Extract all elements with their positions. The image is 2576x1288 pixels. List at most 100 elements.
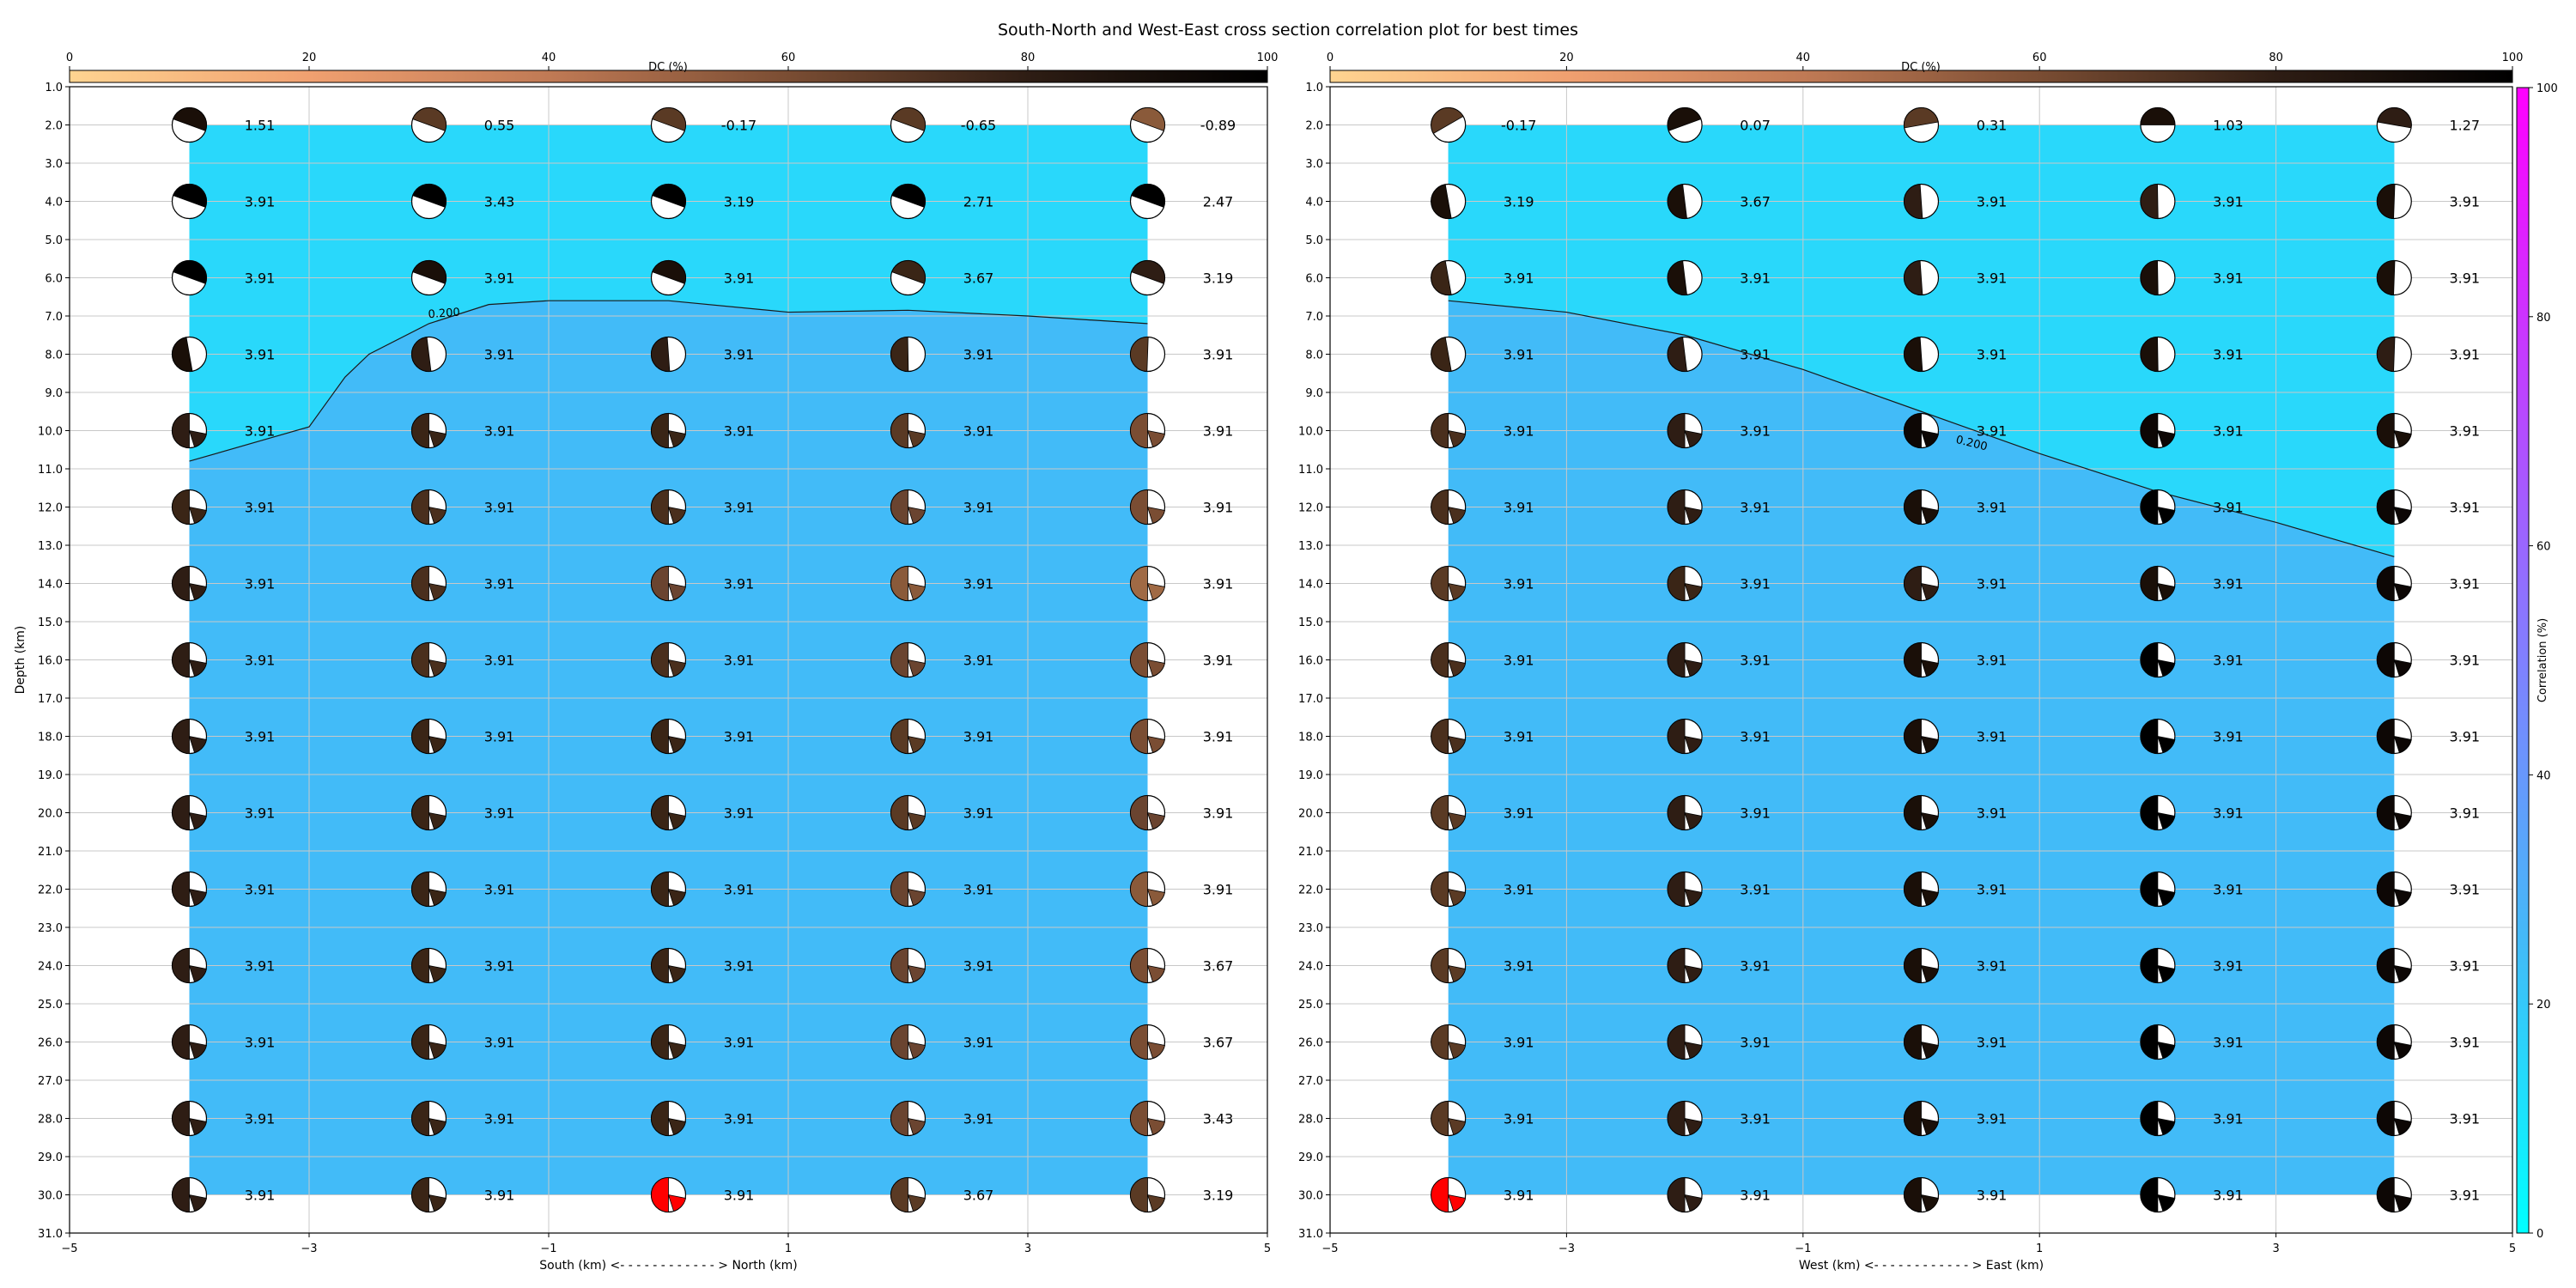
- dc-colorbar-left-bar: [69, 70, 1268, 83]
- beachball-compression: [2140, 489, 2176, 525]
- beachball-compression: [891, 107, 926, 131]
- y-tick-label-0-21: 22.0: [38, 884, 63, 897]
- x-tick-label-0-2: −1: [540, 1242, 556, 1255]
- beachball-compression: [1667, 642, 1703, 677]
- beachball-compression: [652, 260, 686, 284]
- beachball-compression: [651, 413, 686, 448]
- y-tick-label-0-11: 12.0: [38, 502, 63, 515]
- beachball-1-0-0: [1431, 106, 1467, 143]
- dc-tick-label-right-0: 0: [1327, 52, 1334, 64]
- x-tick-label-1-2: −1: [1795, 1242, 1811, 1255]
- beachball-compression: [172, 413, 207, 448]
- beachball-0-8-4: [1129, 718, 1166, 755]
- beachball-0-1-1: [410, 183, 447, 220]
- dc-colorbar-left-label: DC (%): [648, 61, 688, 74]
- value-label-1-13-1: 3.91: [1740, 1111, 1771, 1127]
- value-label-1-14-1: 3.91: [1740, 1188, 1771, 1204]
- beachball-compression: [2140, 948, 2176, 983]
- beachball-compression: [651, 337, 671, 372]
- beachball-1-7-3: [2140, 641, 2176, 678]
- beachball-compression: [1431, 1177, 1467, 1212]
- y-tick-label-1-12: 13.0: [1298, 540, 1323, 553]
- beachball-1-4-2: [1903, 412, 1940, 449]
- beachball-compression: [1130, 1024, 1165, 1060]
- beachball-0-0-2: [650, 106, 687, 143]
- value-label-1-0-3: 1.03: [2213, 118, 2244, 134]
- y-tick-label-0-7: 8.0: [45, 349, 63, 362]
- beachball-0-2-2: [650, 259, 687, 296]
- beachball-compression: [651, 795, 686, 830]
- value-label-1-5-4: 3.91: [2449, 500, 2480, 516]
- beachball-0-13-2: [650, 1100, 687, 1137]
- value-label-1-11-3: 3.91: [2213, 958, 2244, 975]
- dc-tick-label-left-0: 0: [66, 52, 73, 64]
- y-tick-label-1-16: 17.0: [1298, 693, 1323, 706]
- beachball-0-10-1: [410, 871, 447, 908]
- beachball-compression: [2140, 1101, 2176, 1136]
- value-label-0-4-3: 3.91: [963, 423, 994, 440]
- value-label-1-1-2: 3.91: [1977, 194, 2008, 210]
- y-tick-label-0-2: 3.0: [45, 158, 63, 171]
- beachball-0-6-0: [171, 565, 208, 602]
- beachball-compression: [172, 795, 207, 830]
- x-tick-label-1-1: −3: [1558, 1242, 1575, 1255]
- beachball-1-5-2: [1903, 489, 1940, 526]
- beachball-compression: [411, 948, 447, 983]
- beachball-0-0-4: [1129, 106, 1166, 143]
- beachball-0-3-1: [410, 336, 447, 373]
- beachball-0-3-2: [650, 336, 687, 373]
- y-tick-label-1-26: 27.0: [1298, 1075, 1323, 1088]
- beachball-compression: [1431, 566, 1467, 601]
- correlation-colorbar: 0 20 40 60 80 100 Correlation (%): [2516, 82, 2558, 1241]
- value-label-1-7-4: 3.91: [2449, 653, 2480, 669]
- beachball-compression: [1904, 719, 1939, 754]
- value-label-0-13-0: 3.91: [245, 1111, 276, 1127]
- beachball-compression: [2140, 795, 2176, 830]
- beachball-compression: [2377, 107, 2412, 129]
- value-label-0-10-3: 3.91: [963, 882, 994, 898]
- beachball-compression: [1130, 337, 1149, 372]
- y-tick-label-1-20: 21.0: [1298, 846, 1323, 859]
- beachball-compression: [1667, 107, 1702, 131]
- value-label-1-13-4: 3.91: [2449, 1111, 2480, 1127]
- beachball-compression: [890, 948, 926, 983]
- value-label-0-6-2: 3.91: [724, 576, 755, 592]
- dc-tick-label-left-5: 100: [1257, 52, 1279, 64]
- beachball-compression: [412, 184, 447, 208]
- x-tick-label-0-1: −3: [301, 1242, 317, 1255]
- value-label-0-7-1: 3.91: [484, 653, 515, 669]
- value-label-0-0-4: -0.89: [1200, 118, 1236, 134]
- value-label-0-2-3: 3.67: [963, 270, 994, 287]
- y-tick-label-1-1: 2.0: [1305, 120, 1323, 133]
- beachball-1-5-1: [1667, 489, 1703, 526]
- beachball-1-8-0: [1431, 718, 1467, 755]
- beachball-1-1-0: [1431, 183, 1467, 220]
- beachball-compression: [172, 1024, 207, 1060]
- value-label-0-12-3: 3.91: [963, 1035, 994, 1051]
- beachball-compression: [1130, 489, 1165, 525]
- value-label-0-8-0: 3.91: [245, 729, 276, 745]
- value-label-1-9-1: 3.91: [1740, 805, 1771, 822]
- beachball-0-7-2: [650, 641, 687, 678]
- beachball-1-9-1: [1667, 794, 1703, 831]
- beachball-0-5-3: [890, 489, 927, 526]
- y-tick-label-0-5: 6.0: [45, 273, 63, 286]
- beachball-0-8-1: [410, 718, 447, 755]
- beachball-compression: [172, 948, 207, 983]
- beachball-compression: [411, 566, 447, 601]
- beachball-0-13-4: [1129, 1100, 1166, 1137]
- correlation-colorbar-label: Correlation (%): [2537, 618, 2549, 702]
- beachball-1-10-3: [2140, 871, 2176, 908]
- y-tick-label-1-5: 6.0: [1305, 273, 1323, 286]
- beachball-compression: [411, 795, 447, 830]
- value-label-1-8-0: 3.91: [1504, 729, 1534, 745]
- value-label-1-13-3: 3.91: [2213, 1111, 2244, 1127]
- beachball-compression: [172, 337, 193, 372]
- y-tick-label-1-23: 24.0: [1298, 961, 1323, 974]
- value-label-1-4-3: 3.91: [2213, 423, 2244, 440]
- beachball-compression: [1431, 1024, 1467, 1060]
- beachball-1-4-0: [1431, 412, 1467, 449]
- beachball-1-2-4: [2376, 259, 2412, 296]
- beachball-0-10-2: [650, 871, 687, 908]
- beachball-compression: [173, 184, 207, 208]
